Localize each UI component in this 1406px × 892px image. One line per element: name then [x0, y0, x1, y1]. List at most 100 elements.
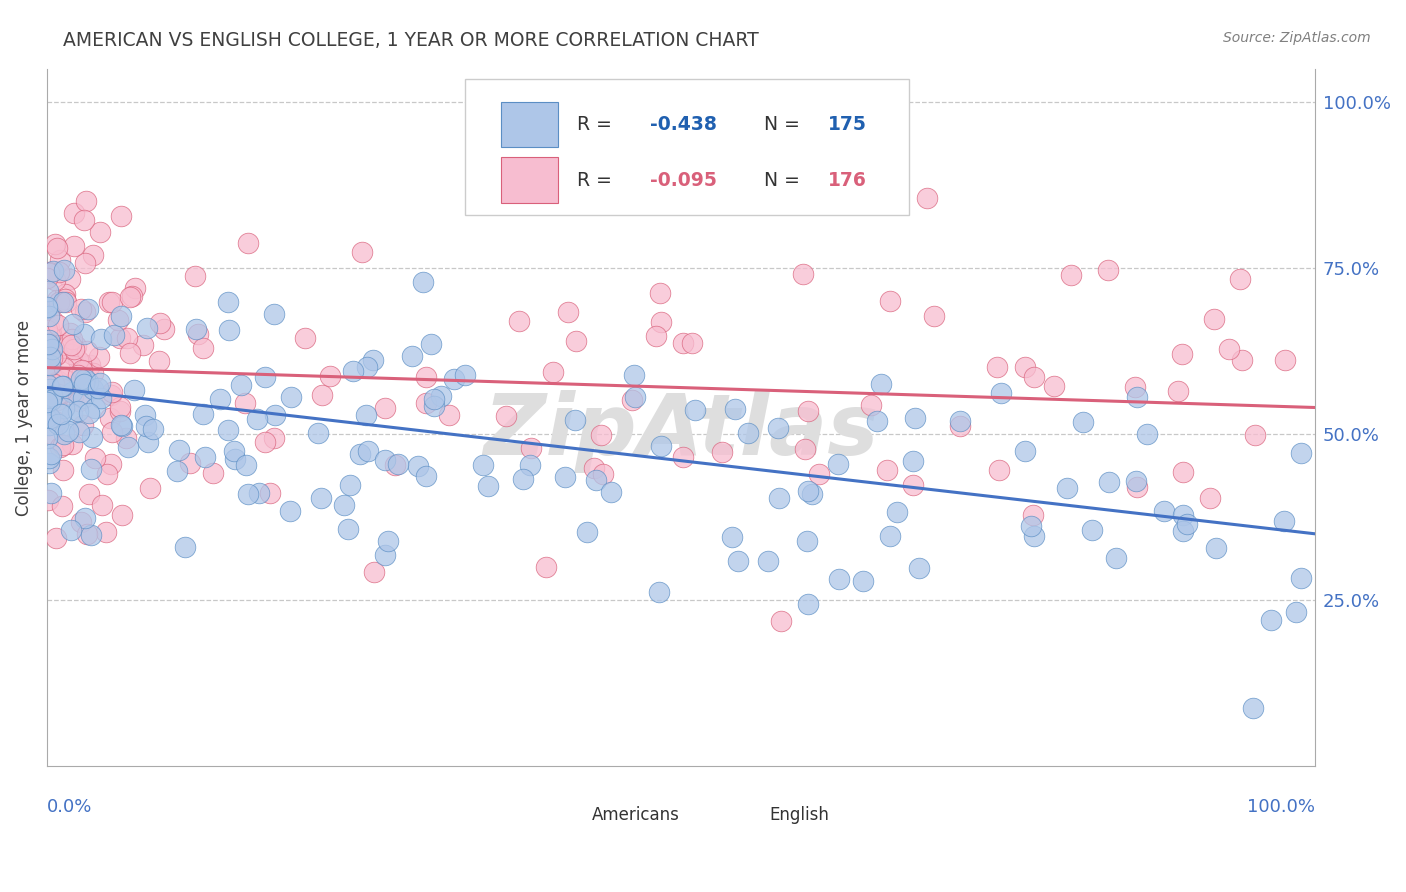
Point — [44, 376, 66, 391]
Point — [52, 401, 75, 415]
Point — [904, 411, 927, 425]
Point — [1175, 517, 1198, 532]
Point — [423, 392, 446, 406]
Point — [592, 467, 614, 481]
Point — [1205, 541, 1227, 556]
Point — [512, 472, 534, 486]
Point — [886, 505, 908, 519]
Point — [55, 295, 77, 310]
Text: 100.0%: 100.0% — [1247, 797, 1315, 816]
Point — [1153, 504, 1175, 518]
Point — [564, 334, 586, 348]
Point — [915, 190, 938, 204]
Point — [681, 335, 703, 350]
Point — [253, 370, 276, 384]
Point — [238, 487, 260, 501]
Point — [115, 331, 138, 345]
Point — [38, 417, 60, 432]
Bar — [546, 803, 586, 828]
Point — [37, 493, 59, 508]
Point — [37, 284, 59, 298]
Point — [1126, 479, 1149, 493]
Point — [554, 469, 576, 483]
Point — [77, 406, 100, 420]
Point — [443, 372, 465, 386]
Point — [683, 403, 706, 417]
Point — [38, 265, 60, 279]
Point — [363, 565, 385, 579]
Point — [82, 430, 104, 444]
Point — [384, 458, 406, 472]
Point — [90, 332, 112, 346]
Point — [922, 309, 945, 323]
Point — [89, 350, 111, 364]
Point — [35, 397, 58, 411]
Point — [103, 328, 125, 343]
Point — [650, 439, 672, 453]
Point — [860, 398, 883, 412]
Point — [557, 305, 579, 319]
Point — [45, 293, 67, 307]
Point — [52, 337, 75, 351]
Point — [101, 295, 124, 310]
Point — [415, 369, 437, 384]
Point — [342, 364, 364, 378]
Point — [1014, 443, 1036, 458]
Text: AMERICAN VS ENGLISH COLLEGE, 1 YEAR OR MORE CORRELATION CHART: AMERICAN VS ENGLISH COLLEGE, 1 YEAR OR M… — [63, 31, 759, 50]
Point — [218, 323, 240, 337]
Point — [263, 307, 285, 321]
Point — [263, 430, 285, 444]
Point — [60, 407, 83, 421]
Point — [98, 411, 121, 425]
Point — [650, 315, 672, 329]
Point — [1022, 508, 1045, 522]
Point — [69, 371, 91, 385]
Point — [62, 206, 84, 220]
Point — [62, 317, 84, 331]
Point — [38, 309, 60, 323]
Point — [38, 337, 60, 351]
Point — [110, 210, 132, 224]
Point — [589, 428, 612, 442]
Point — [1097, 263, 1119, 277]
Point — [76, 343, 98, 358]
Point — [309, 491, 332, 505]
Point — [1232, 353, 1254, 368]
Point — [70, 302, 93, 317]
Point — [202, 467, 225, 481]
Point — [1218, 342, 1240, 356]
Point — [169, 443, 191, 458]
Point — [1171, 347, 1194, 361]
Point — [194, 450, 217, 464]
Point — [1081, 524, 1104, 538]
Text: 0.0%: 0.0% — [46, 797, 93, 816]
Point — [768, 491, 790, 505]
Point — [949, 414, 972, 428]
Point — [51, 379, 73, 393]
Point — [235, 458, 257, 472]
Point — [672, 450, 695, 464]
Point — [39, 382, 62, 396]
Point — [876, 463, 898, 477]
Point — [387, 457, 409, 471]
Point — [903, 454, 925, 468]
Point — [48, 441, 70, 455]
Point — [454, 368, 477, 382]
Text: N =: N = — [765, 115, 806, 134]
Point — [153, 322, 176, 336]
Point — [349, 447, 371, 461]
Point — [90, 392, 112, 406]
Point — [44, 414, 66, 428]
Point — [60, 332, 83, 346]
Point — [430, 389, 453, 403]
Point — [191, 407, 214, 421]
Point — [879, 529, 901, 543]
Point — [797, 597, 820, 611]
Point — [73, 511, 96, 525]
Point — [66, 404, 89, 418]
Point — [1123, 380, 1146, 394]
Point — [142, 422, 165, 436]
Point — [1272, 514, 1295, 528]
Point — [879, 294, 901, 309]
Point — [990, 385, 1012, 400]
